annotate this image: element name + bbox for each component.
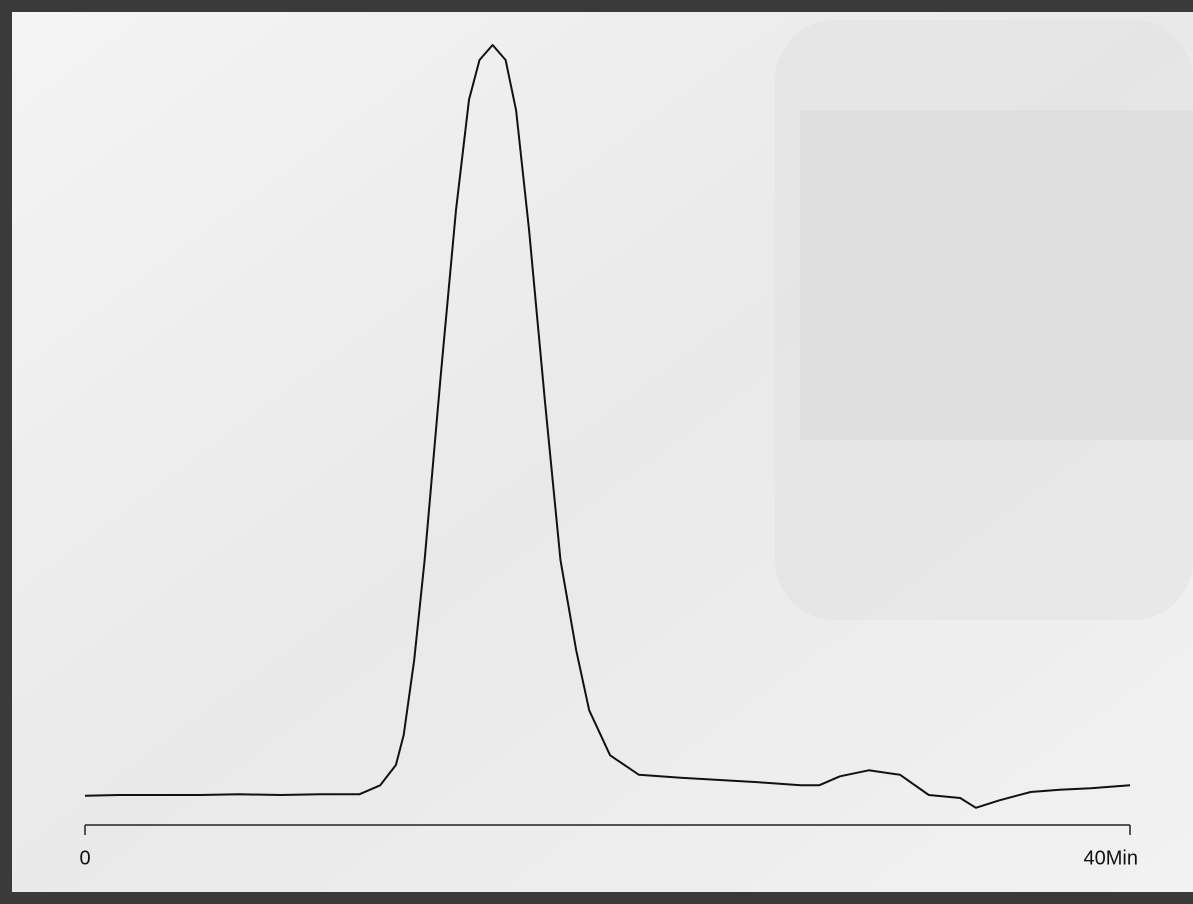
x-tick-label: 40Min: [1084, 847, 1138, 869]
background-label: [800, 110, 1193, 440]
plot-area: 0 40Min: [79, 44, 1138, 869]
chromatogram-line: [84, 44, 1131, 809]
x-tick-label: 0: [79, 847, 90, 869]
